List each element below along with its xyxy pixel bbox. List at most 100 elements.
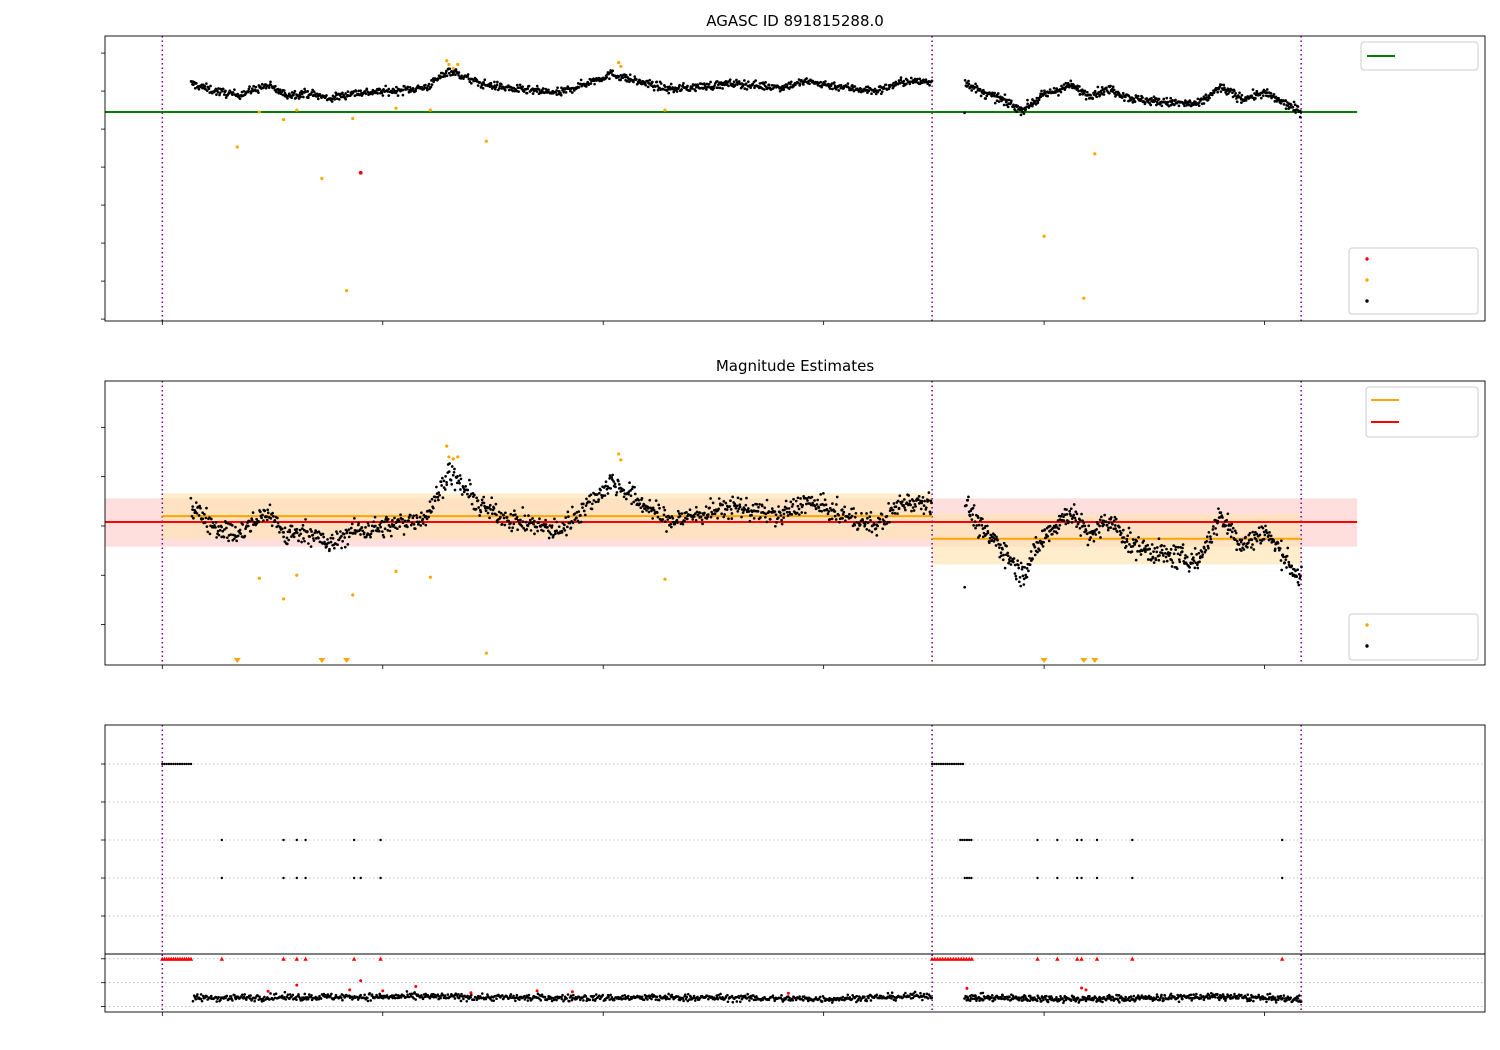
ok-point	[310, 91, 314, 94]
ok-point	[738, 503, 742, 507]
dr-ok-point	[465, 999, 469, 1003]
ok-point	[622, 495, 626, 499]
ok-point	[387, 94, 391, 97]
ok-point	[1112, 88, 1116, 92]
ok-point	[1151, 555, 1155, 559]
ok-point	[227, 539, 230, 543]
ok-point	[1297, 572, 1301, 576]
ok-point	[488, 516, 491, 520]
ok-point	[510, 529, 514, 533]
ok-point	[380, 91, 384, 95]
ok-point	[713, 512, 717, 516]
dr-ok-point	[719, 992, 722, 996]
ok-point	[450, 482, 454, 486]
dr-not-ok-point	[266, 989, 270, 993]
dr-ok-point	[500, 994, 504, 997]
ok-point	[725, 508, 729, 511]
dr-ok-point	[655, 995, 659, 998]
dr-ok-point	[717, 993, 720, 997]
ok-point	[826, 512, 830, 516]
ok-point	[1148, 547, 1152, 551]
ok-point	[1069, 79, 1073, 83]
ok-point	[982, 88, 985, 92]
ok-point	[254, 85, 258, 89]
ok-point	[214, 87, 218, 91]
ok-point	[1262, 537, 1266, 541]
ok-point	[584, 85, 588, 88]
ok-point	[1297, 583, 1301, 587]
ok-point	[330, 100, 334, 103]
ok-point	[616, 479, 620, 483]
ok-point	[362, 531, 366, 535]
ok-point	[763, 88, 766, 91]
ok-point	[722, 499, 726, 503]
flag-marker	[379, 876, 382, 880]
ok-point	[867, 529, 871, 532]
dr-ok-point	[460, 992, 463, 996]
ok-point	[1174, 545, 1178, 549]
ok-point	[869, 510, 873, 514]
ok-point	[661, 87, 665, 91]
ok-point	[837, 513, 840, 517]
ok-point	[784, 499, 788, 503]
dr-ok-point	[199, 993, 203, 996]
dr-ok-point	[194, 997, 198, 1001]
ok-point	[381, 94, 385, 97]
ok-point	[278, 530, 281, 534]
ok-point	[768, 518, 772, 521]
dr-ok-point	[1162, 999, 1165, 1002]
ok-point	[1279, 559, 1283, 562]
dr-ok-point	[692, 994, 696, 998]
ok-point	[896, 499, 900, 503]
dr-ok-point	[297, 993, 300, 996]
ok-point	[440, 484, 443, 487]
ok-point	[1003, 566, 1007, 570]
ok-point	[395, 527, 399, 531]
highlighted-point	[257, 576, 261, 580]
ok-point	[1176, 545, 1180, 549]
ok-point	[1031, 557, 1034, 561]
dr-ok-point	[991, 999, 995, 1003]
ok-point	[682, 82, 685, 85]
ok-point	[376, 92, 380, 95]
ok-point	[1080, 512, 1083, 516]
ok-point	[1047, 539, 1051, 543]
dr-ok-point	[1264, 997, 1268, 1001]
ok-point	[579, 78, 583, 82]
ok-point	[1251, 543, 1254, 546]
ok-point	[246, 524, 250, 528]
ok-point	[743, 87, 747, 90]
ok-point	[1084, 97, 1088, 101]
dr-ok-point	[582, 999, 585, 1002]
ok-point	[309, 93, 313, 96]
ok-point	[878, 520, 882, 524]
ok-point	[661, 518, 665, 521]
dr-ok-point	[454, 992, 458, 996]
ok-point	[205, 89, 209, 92]
ok-point	[1251, 88, 1255, 92]
ok-point	[395, 520, 399, 524]
ok-point	[1133, 100, 1137, 104]
ok-point	[825, 508, 829, 511]
ok-point	[828, 87, 832, 90]
ok-point	[325, 94, 328, 97]
ok-point	[1165, 559, 1169, 563]
ok-point	[839, 84, 843, 87]
ok-point	[549, 532, 553, 536]
dr-ok-point	[443, 994, 447, 997]
ok-point	[1095, 95, 1099, 99]
ok-point	[867, 89, 871, 93]
ok-point	[369, 535, 372, 539]
ok-point	[731, 495, 735, 499]
ok-point	[233, 537, 236, 541]
ok-point	[1205, 535, 1209, 539]
ok-point	[308, 535, 312, 539]
dr-ok-point	[234, 997, 238, 1001]
ok-point	[823, 498, 827, 502]
ok-point	[453, 488, 457, 492]
dr-ok-point	[1222, 997, 1226, 1000]
ok-point	[1075, 512, 1079, 516]
ok-point	[1065, 508, 1068, 511]
ok-point	[547, 88, 550, 92]
ok-point	[1194, 561, 1197, 565]
